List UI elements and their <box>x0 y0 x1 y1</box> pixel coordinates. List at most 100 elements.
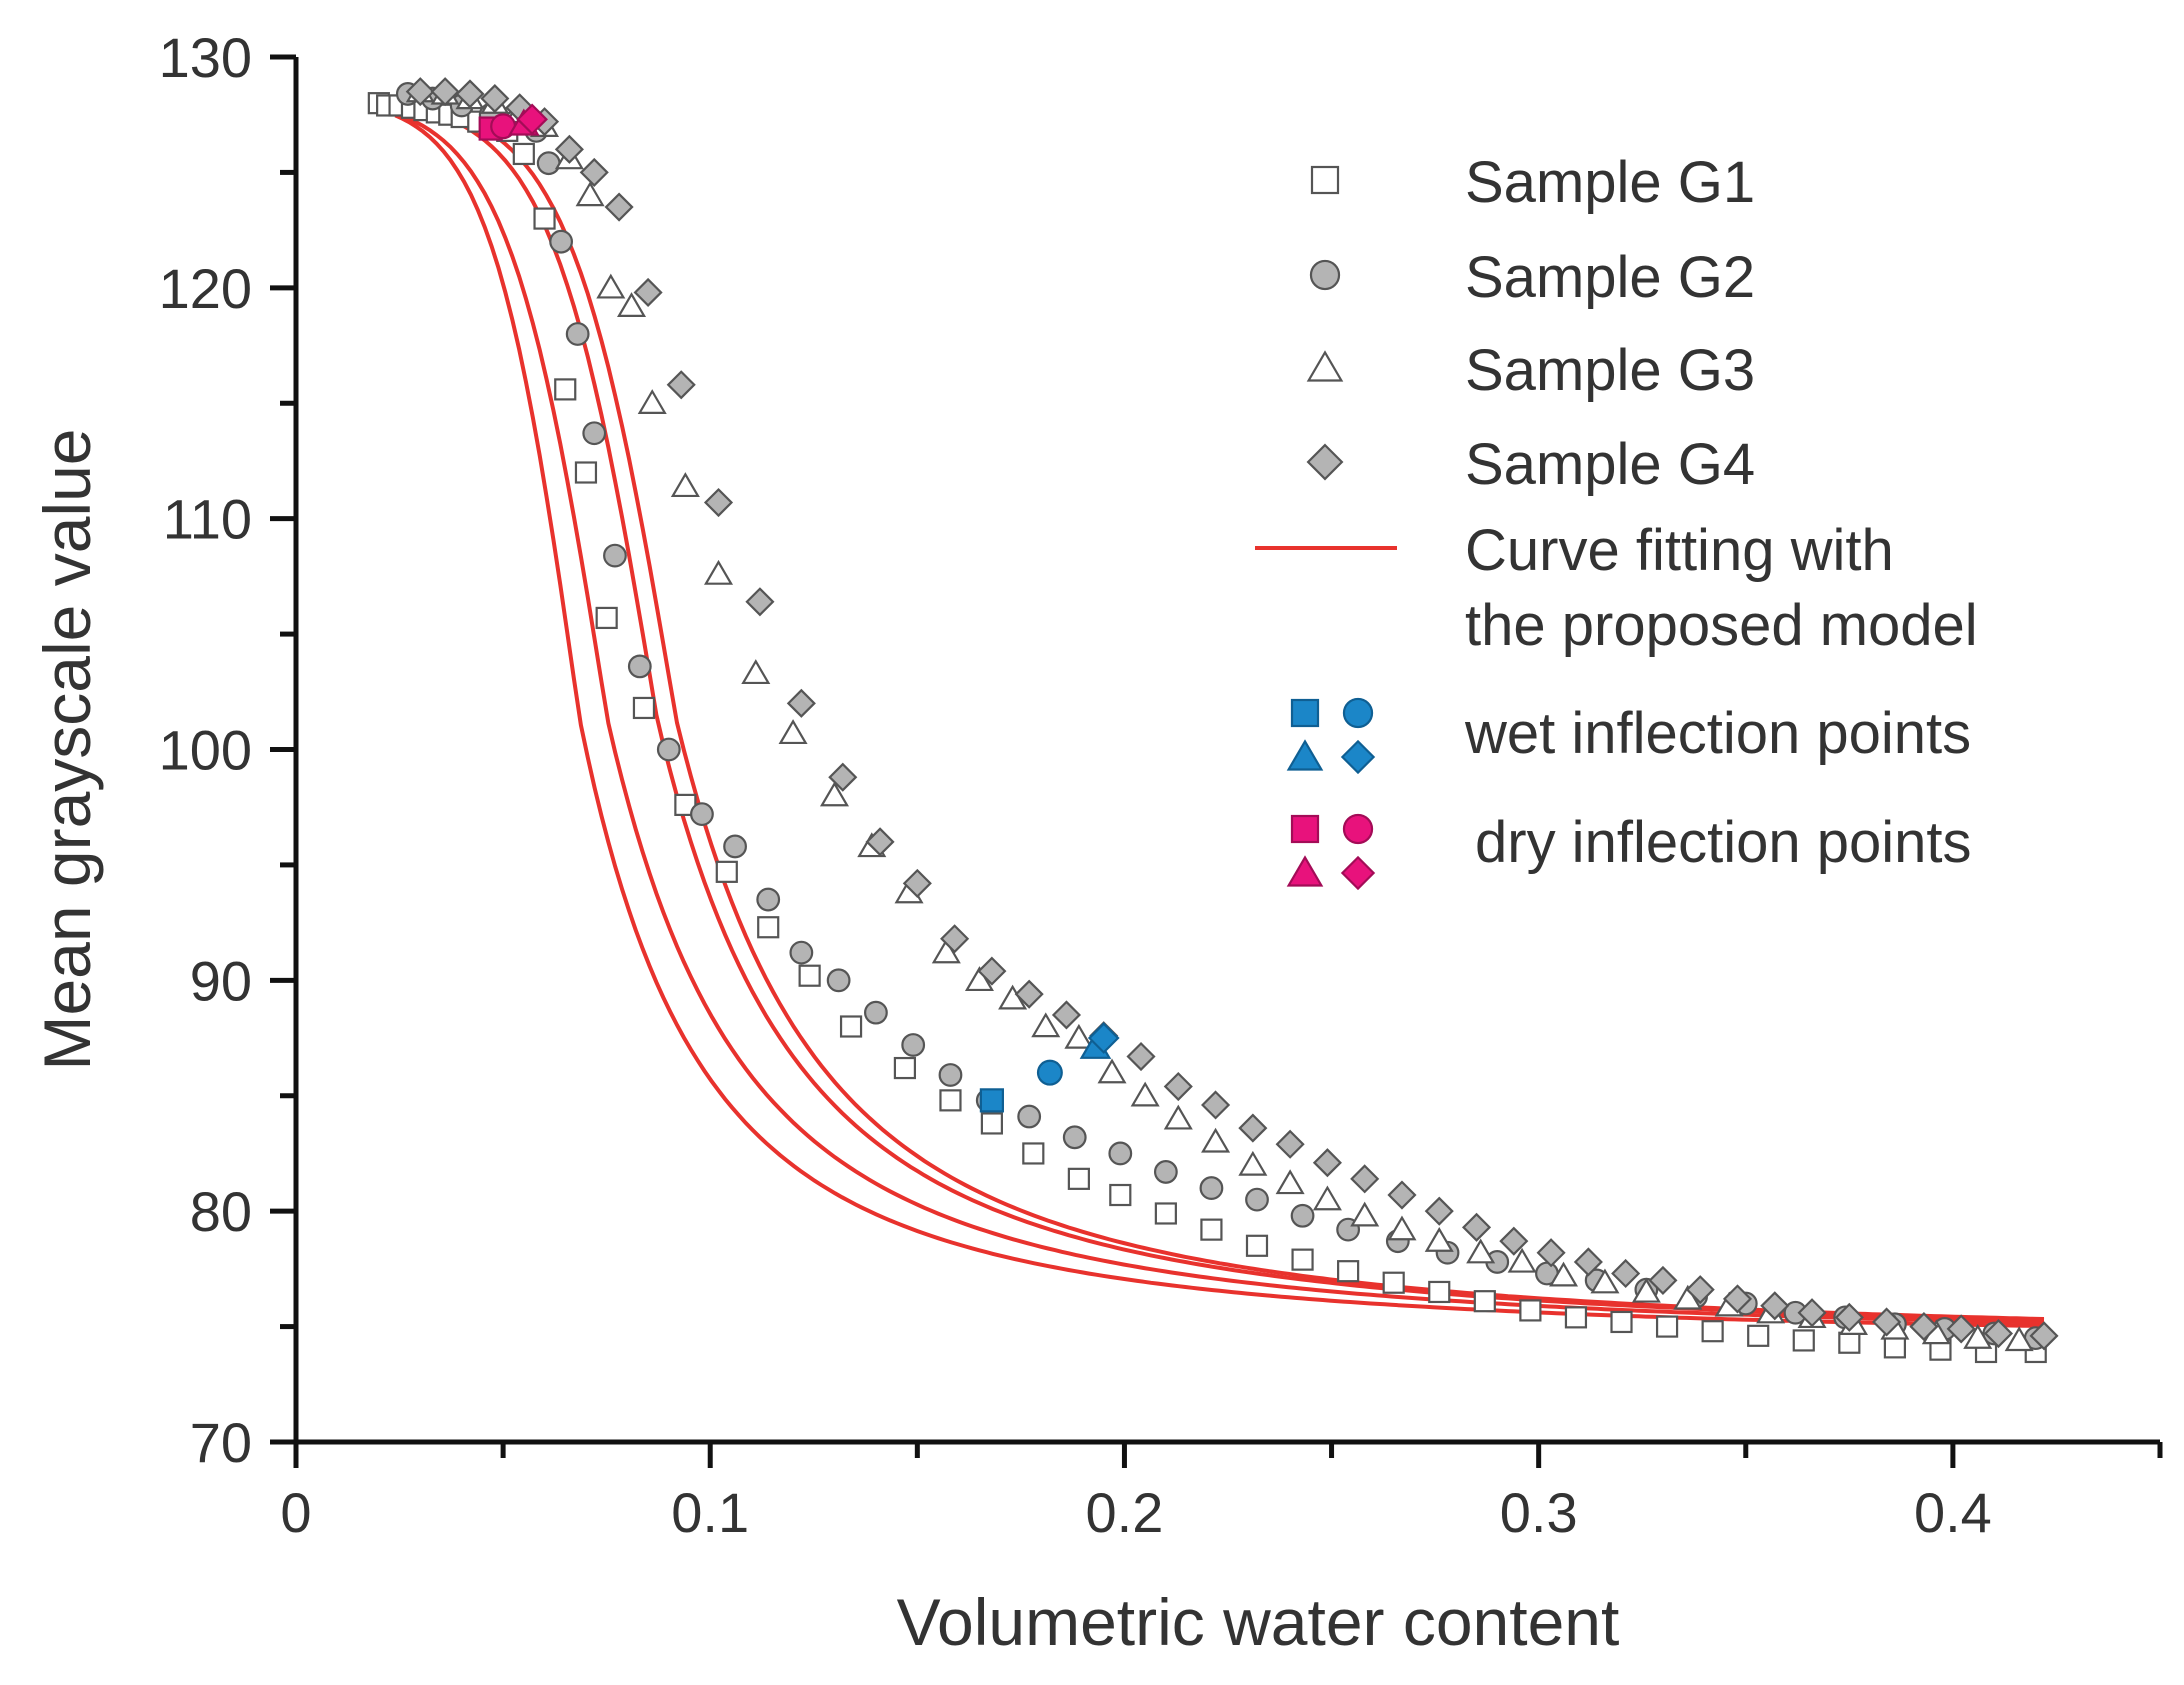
data-point-sample-g2 <box>627 654 652 679</box>
data-point-sample-g3 <box>1238 1150 1268 1176</box>
legend-label-fit-line1: Curve fitting with <box>1465 518 1894 583</box>
inflection-points <box>478 103 1120 1113</box>
data-point-sample-g3 <box>2004 1326 2034 1352</box>
data-point-sample-g4 <box>1163 1071 1193 1102</box>
data-point-sample-g4 <box>865 827 895 857</box>
data-point-sample-g1 <box>893 1056 917 1080</box>
data-point-sample-g1 <box>980 1112 1003 1135</box>
data-point-sample-g4 <box>1573 1247 1603 1277</box>
y-tick-label: 100 <box>159 719 252 782</box>
data-point-sample-g1 <box>939 1089 962 1112</box>
data-point-sample-g1 <box>512 142 535 166</box>
x-tick-label: 0.3 <box>1500 1481 1578 1544</box>
legend-marker-g1 <box>1310 165 1340 195</box>
data-point-sample-g4 <box>1648 1265 1678 1295</box>
data-point-sample-g3 <box>1064 1023 1094 1049</box>
data-point-sample-g2 <box>901 1033 926 1057</box>
data-point-sample-g3 <box>1312 1185 1342 1211</box>
axis-ticks: 70 80 90 100 110 120 130 0 0.1 0.2 0.3 0.4 <box>159 26 2163 1544</box>
data-point-sample-g1 <box>1747 1324 1770 1347</box>
wet-inflection-point-g4 <box>1087 1022 1120 1054</box>
data-point-sample-g2 <box>1290 1203 1315 1228</box>
data-point-sample-g1 <box>1245 1234 1269 1257</box>
legend-label-g4: Sample G4 <box>1465 432 1755 497</box>
data-point-sample-g2 <box>1108 1141 1133 1166</box>
data-point-sample-g3 <box>1163 1104 1193 1130</box>
data-point-sample-g3 <box>1590 1268 1620 1294</box>
data-point-sample-g1 <box>1200 1218 1223 1241</box>
data-point-sample-g4 <box>579 157 609 187</box>
data-point-sample-g1 <box>1838 1331 1861 1354</box>
legend-label-dry: dry inflection points <box>1475 810 1971 875</box>
legend-dry-square <box>1290 814 1320 844</box>
data-point-sample-g1 <box>1337 1260 1360 1283</box>
data-point-sample-g2 <box>690 802 714 827</box>
wet-inflection-point-g1 <box>979 1088 1004 1113</box>
data-point-sample-g3 <box>1387 1215 1417 1241</box>
data-point-sample-g3 <box>778 719 808 745</box>
data-point-sample-g2 <box>1153 1160 1178 1184</box>
dry-inflection-point-g4 <box>516 103 548 136</box>
data-point-sample-g1 <box>1610 1310 1633 1334</box>
y-tick-label: 130 <box>159 26 252 89</box>
data-point-sample-g3 <box>575 181 605 207</box>
legend-marker-g4 <box>1306 443 1344 481</box>
data-point-sample-g1 <box>1655 1315 1679 1338</box>
legend-marker-triangle <box>1306 350 1344 382</box>
data-point-sample-g4 <box>1275 1129 1305 1159</box>
y-axis-title: Mean grayscale value <box>30 428 104 1070</box>
x-tick-label: 0.4 <box>1914 1481 1992 1544</box>
x-tick-label: 0.1 <box>671 1481 749 1544</box>
data-point-sample-g2 <box>656 737 681 762</box>
data-point-sample-g4 <box>480 83 510 114</box>
legend-marker-g3 <box>1306 350 1344 382</box>
data-point-sample-g2 <box>536 151 561 176</box>
data-point-sample-g4 <box>1014 979 1044 1009</box>
data-point-sample-g4 <box>405 77 435 107</box>
data-point-sample-g4 <box>1312 1148 1342 1178</box>
legend-wet-square <box>1290 698 1320 728</box>
data-point-sample-g4 <box>902 868 932 898</box>
legend-label-fit-line2: the proposed model <box>1465 593 1978 658</box>
data-point-sample-g2 <box>1245 1187 1269 1212</box>
data-point-sample-g3 <box>1466 1238 1496 1264</box>
data-point-sample-g1 <box>1883 1336 1906 1359</box>
data-point-sample-g3 <box>1130 1081 1160 1107</box>
data-points <box>367 77 2059 1364</box>
data-point-sample-g2 <box>756 887 781 912</box>
data-point-sample-g2 <box>723 834 747 859</box>
data-point-sample-g1 <box>1701 1320 1724 1343</box>
data-point-sample-g3 <box>1031 1012 1061 1038</box>
data-point-sample-g4 <box>604 192 634 222</box>
y-tick-label: 120 <box>159 257 252 320</box>
data-point-sample-g1 <box>1067 1167 1090 1190</box>
data-point-sample-g2 <box>864 1000 888 1025</box>
legend-wet-triangle <box>1286 739 1324 771</box>
data-point-sample-g1 <box>798 964 821 987</box>
data-point-sample-g3 <box>1549 1261 1579 1287</box>
data-point-sample-g4 <box>430 77 460 107</box>
data-point-sample-g4 <box>2029 1321 2059 1351</box>
data-point-sample-g3 <box>931 938 961 964</box>
legend-label-g3: Sample G3 <box>1465 338 1755 403</box>
data-point-sample-g1 <box>1109 1183 1132 1207</box>
x-tick-label: 0 <box>280 1481 311 1544</box>
data-point-sample-g4 <box>1834 1302 1864 1332</box>
data-point-sample-g2 <box>938 1063 963 1087</box>
data-point-sample-g3 <box>1275 1169 1305 1195</box>
legend-marker-g2 <box>1309 259 1341 291</box>
data-point-sample-g3 <box>1097 1058 1127 1084</box>
data-point-sample-g4 <box>1461 1212 1492 1242</box>
data-point-sample-g4 <box>940 924 970 954</box>
data-point-sample-g4 <box>666 370 696 400</box>
data-point-sample-g2 <box>826 968 851 993</box>
data-point-sample-g4 <box>1872 1307 1902 1337</box>
data-point-sample-g4 <box>633 277 663 308</box>
data-point-sample-g1 <box>1154 1202 1177 1225</box>
data-point-sample-g4 <box>1424 1196 1454 1226</box>
data-point-sample-g4 <box>1611 1258 1641 1289</box>
data-point-sample-g3 <box>637 389 667 414</box>
data-point-sample-g3 <box>1424 1226 1454 1252</box>
data-point-sample-g3 <box>819 781 850 807</box>
legend-dry-triangle <box>1286 855 1324 887</box>
